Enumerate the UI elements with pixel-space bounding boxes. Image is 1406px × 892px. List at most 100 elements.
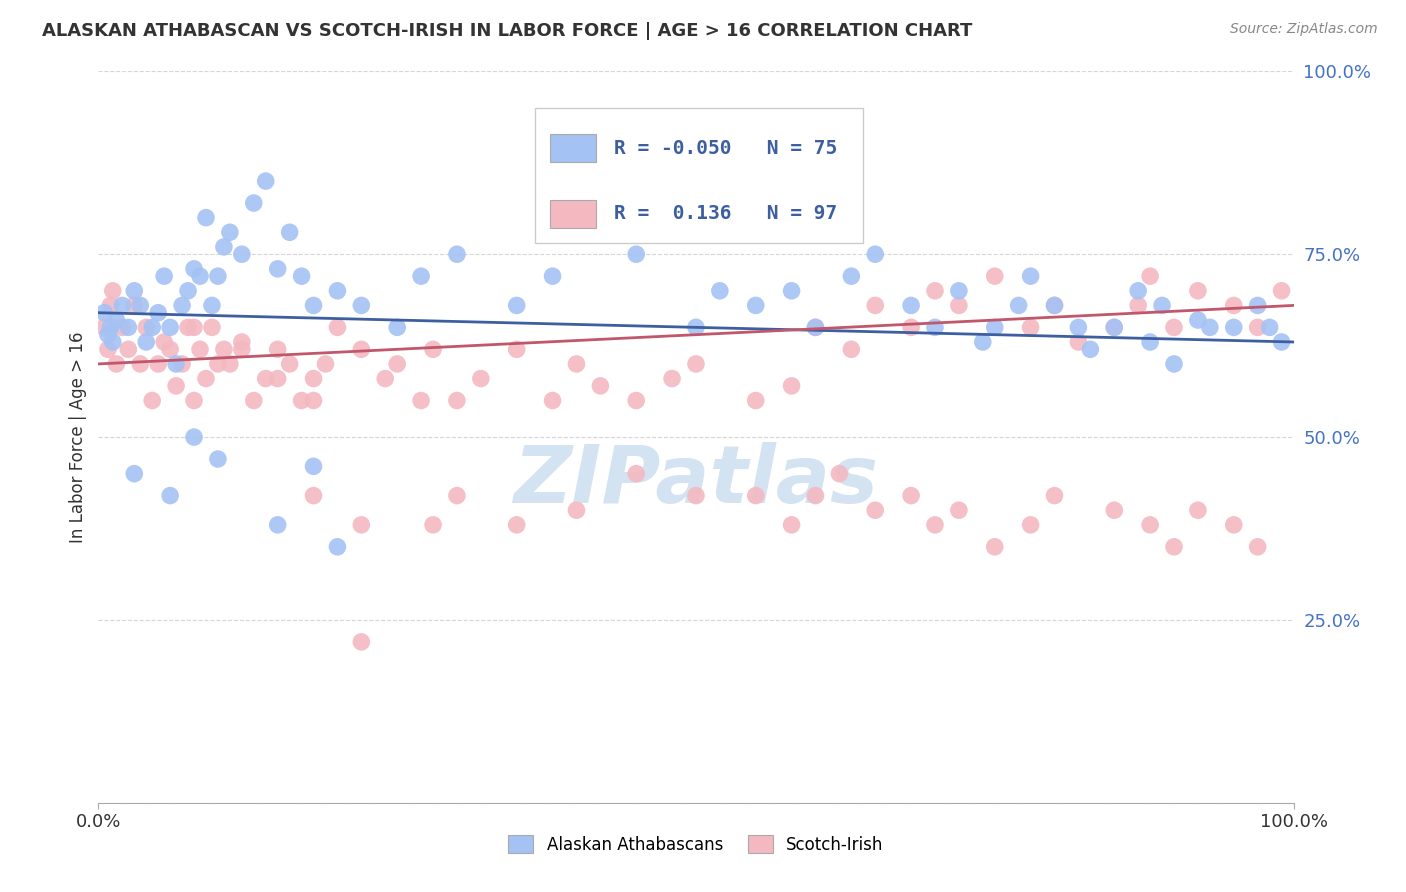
Point xyxy=(506,343,529,357)
Point xyxy=(111,298,134,312)
Point xyxy=(900,298,922,312)
Point xyxy=(183,430,205,444)
Point xyxy=(1139,517,1161,532)
Point xyxy=(1187,503,1209,517)
Point xyxy=(212,343,235,357)
Point xyxy=(1247,298,1270,312)
Point xyxy=(1104,503,1126,517)
Point xyxy=(780,517,803,532)
Point xyxy=(350,517,373,532)
Point xyxy=(828,467,851,481)
Point xyxy=(302,459,325,474)
Point xyxy=(1223,517,1246,532)
Point xyxy=(1128,298,1150,312)
FancyBboxPatch shape xyxy=(550,135,596,162)
Point xyxy=(1019,269,1042,284)
Point xyxy=(385,320,409,334)
Point xyxy=(745,489,768,503)
Point xyxy=(626,393,648,408)
Point xyxy=(148,357,170,371)
Point xyxy=(165,379,187,393)
Point xyxy=(685,320,707,334)
Point xyxy=(924,284,946,298)
Point xyxy=(153,334,176,349)
Point xyxy=(924,320,946,334)
Point xyxy=(1104,320,1126,334)
Text: ZIPatlas: ZIPatlas xyxy=(513,442,879,520)
Point xyxy=(172,298,194,312)
Point xyxy=(105,313,128,327)
Point xyxy=(159,343,181,357)
Point xyxy=(1139,269,1161,284)
FancyBboxPatch shape xyxy=(534,108,863,244)
Point xyxy=(1104,320,1126,334)
Point xyxy=(1043,298,1066,312)
Point xyxy=(1163,357,1185,371)
Point xyxy=(804,489,827,503)
Point xyxy=(589,379,612,393)
Point xyxy=(948,284,970,298)
Point xyxy=(1187,284,1209,298)
Point xyxy=(1128,284,1150,298)
Point xyxy=(865,247,887,261)
Point xyxy=(177,284,200,298)
Point xyxy=(291,269,314,284)
Point xyxy=(685,357,707,371)
Point xyxy=(984,320,1007,334)
Point xyxy=(1019,320,1042,334)
Point xyxy=(117,320,139,334)
Point xyxy=(98,298,122,312)
Point xyxy=(626,247,648,261)
Point xyxy=(201,320,224,334)
Point xyxy=(1247,540,1270,554)
Point xyxy=(804,320,827,334)
Point xyxy=(302,489,325,503)
Point xyxy=(626,467,648,481)
Point xyxy=(207,452,229,467)
Point xyxy=(183,261,205,276)
Point xyxy=(589,225,612,239)
Point xyxy=(326,540,349,554)
Point xyxy=(924,517,946,532)
Point xyxy=(1199,320,1222,334)
Point xyxy=(1043,298,1066,312)
Point xyxy=(267,343,290,357)
Point xyxy=(350,343,373,357)
Point xyxy=(422,517,444,532)
Point xyxy=(972,334,994,349)
Point xyxy=(212,240,235,254)
Point xyxy=(231,343,253,357)
Point xyxy=(326,284,349,298)
Point xyxy=(446,393,468,408)
Point xyxy=(565,503,588,517)
Point xyxy=(188,343,211,357)
Point xyxy=(291,393,314,408)
Point xyxy=(1139,334,1161,349)
Point xyxy=(97,343,120,357)
Point xyxy=(1247,320,1270,334)
Point xyxy=(900,320,922,334)
Point xyxy=(267,261,290,276)
Point xyxy=(183,393,205,408)
Point xyxy=(1271,284,1294,298)
Point xyxy=(1187,313,1209,327)
Point xyxy=(1258,320,1281,334)
Point xyxy=(385,357,409,371)
Point xyxy=(315,357,337,371)
Point xyxy=(1067,320,1090,334)
Point xyxy=(159,489,181,503)
Point xyxy=(661,371,683,385)
Point xyxy=(124,284,146,298)
Point xyxy=(326,320,349,334)
Point xyxy=(1163,540,1185,554)
Point xyxy=(159,320,181,334)
Point xyxy=(470,371,492,385)
Point xyxy=(172,357,194,371)
Point xyxy=(124,298,146,312)
Point xyxy=(129,357,152,371)
Point xyxy=(302,298,325,312)
Point xyxy=(780,379,803,393)
Point xyxy=(1223,320,1246,334)
Point xyxy=(900,489,922,503)
FancyBboxPatch shape xyxy=(550,200,596,227)
